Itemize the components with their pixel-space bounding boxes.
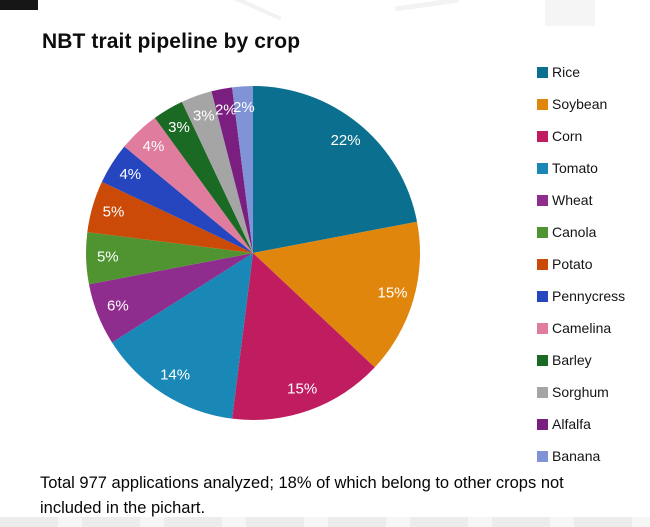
legend-swatch-icon xyxy=(537,418,548,430)
pie-slice-banana xyxy=(232,86,253,253)
pie-slice-canola xyxy=(86,232,254,285)
legend-swatch-icon xyxy=(537,258,548,270)
pie-slice-rice xyxy=(253,86,418,253)
pie-label-banana: 2% xyxy=(233,99,255,116)
pie-slice-pennycress xyxy=(101,146,253,253)
pie-label-soybean: 15% xyxy=(377,284,407,301)
legend-item-corn: Corn xyxy=(537,128,625,144)
legend-swatch-icon xyxy=(537,322,548,334)
legend-item-pennycress: Pennycress xyxy=(537,288,626,304)
legend-swatch-icon xyxy=(537,98,548,110)
legend-item-sorghum: Sorghum xyxy=(537,384,625,400)
legend-swatch-icon xyxy=(537,226,548,238)
legend-label: Sorghum xyxy=(552,384,609,400)
pie-slice-alfalfa xyxy=(211,87,253,253)
pie-slice-soybean xyxy=(253,221,420,368)
legend-item-barley: Barley xyxy=(537,352,625,368)
legend-label: Potato xyxy=(552,256,593,272)
pie-slice-sorghum xyxy=(181,91,253,253)
legend-swatch-icon xyxy=(537,290,548,302)
pie-label-potato: 5% xyxy=(103,203,125,220)
legend-label: Tomato xyxy=(552,160,598,176)
legend-item-banana: Banana xyxy=(537,448,625,464)
legend-item-soybean: Soybean xyxy=(537,96,625,112)
pie-slice-barley xyxy=(154,101,253,253)
pie-label-alfalfa: 2% xyxy=(215,101,237,118)
legend-item-potato: Potato xyxy=(537,256,625,272)
legend-item-tomato: Tomato xyxy=(537,160,625,176)
pie-label-canola: 5% xyxy=(97,249,119,266)
pie-label-camelina: 4% xyxy=(143,138,165,155)
legend-swatch-icon xyxy=(537,162,548,174)
legend-label: Camelina xyxy=(552,320,612,336)
pie-label-tomato: 14% xyxy=(160,367,190,384)
pie-label-corn: 15% xyxy=(287,381,317,398)
legend-label: Rice xyxy=(552,64,581,80)
legend-swatch-icon xyxy=(537,66,548,78)
legend-item-canola: Canola xyxy=(537,224,625,240)
legend-label: Pennycress xyxy=(552,288,626,304)
pie-label-pennycress: 4% xyxy=(119,166,141,183)
legend-label: Corn xyxy=(552,128,583,144)
legend-item-alfalfa: Alfalfa xyxy=(537,416,625,432)
legend-label: Soybean xyxy=(552,96,608,112)
legend-label: Wheat xyxy=(552,192,593,208)
legend-swatch-icon xyxy=(537,386,548,398)
pie-slice-camelina xyxy=(124,117,253,253)
pie-slice-wheat xyxy=(88,253,254,343)
pie-slice-tomato xyxy=(112,253,253,419)
legend-label: Banana xyxy=(552,448,601,464)
pie-slice-potato xyxy=(87,181,253,253)
legend: Rice Soybean Corn Tomato Wheat Canola Potato Pe… xyxy=(537,64,626,464)
legend-item-wheat: Wheat xyxy=(537,192,625,208)
pie-slice-corn xyxy=(232,253,375,420)
pie-label-sorghum: 3% xyxy=(193,107,215,124)
pie-label-wheat: 6% xyxy=(107,297,129,314)
legend-swatch-icon xyxy=(537,354,548,366)
legend-item-rice: Rice xyxy=(537,64,625,80)
legend-label: Barley xyxy=(552,352,592,368)
legend-label: Alfalfa xyxy=(552,416,591,432)
pie-label-rice: 22% xyxy=(331,132,361,149)
chart-title: NBT trait pipeline by crop xyxy=(42,30,301,53)
pie-label-barley: 3% xyxy=(168,119,190,136)
legend-swatch-icon xyxy=(537,194,548,206)
legend-label: Canola xyxy=(552,224,597,240)
caption: Total 977 applications analyzed; 18% of … xyxy=(40,474,564,517)
legend-item-camelina: Camelina xyxy=(537,320,625,336)
legend-swatch-icon xyxy=(537,450,548,462)
legend-swatch-icon xyxy=(537,130,548,142)
